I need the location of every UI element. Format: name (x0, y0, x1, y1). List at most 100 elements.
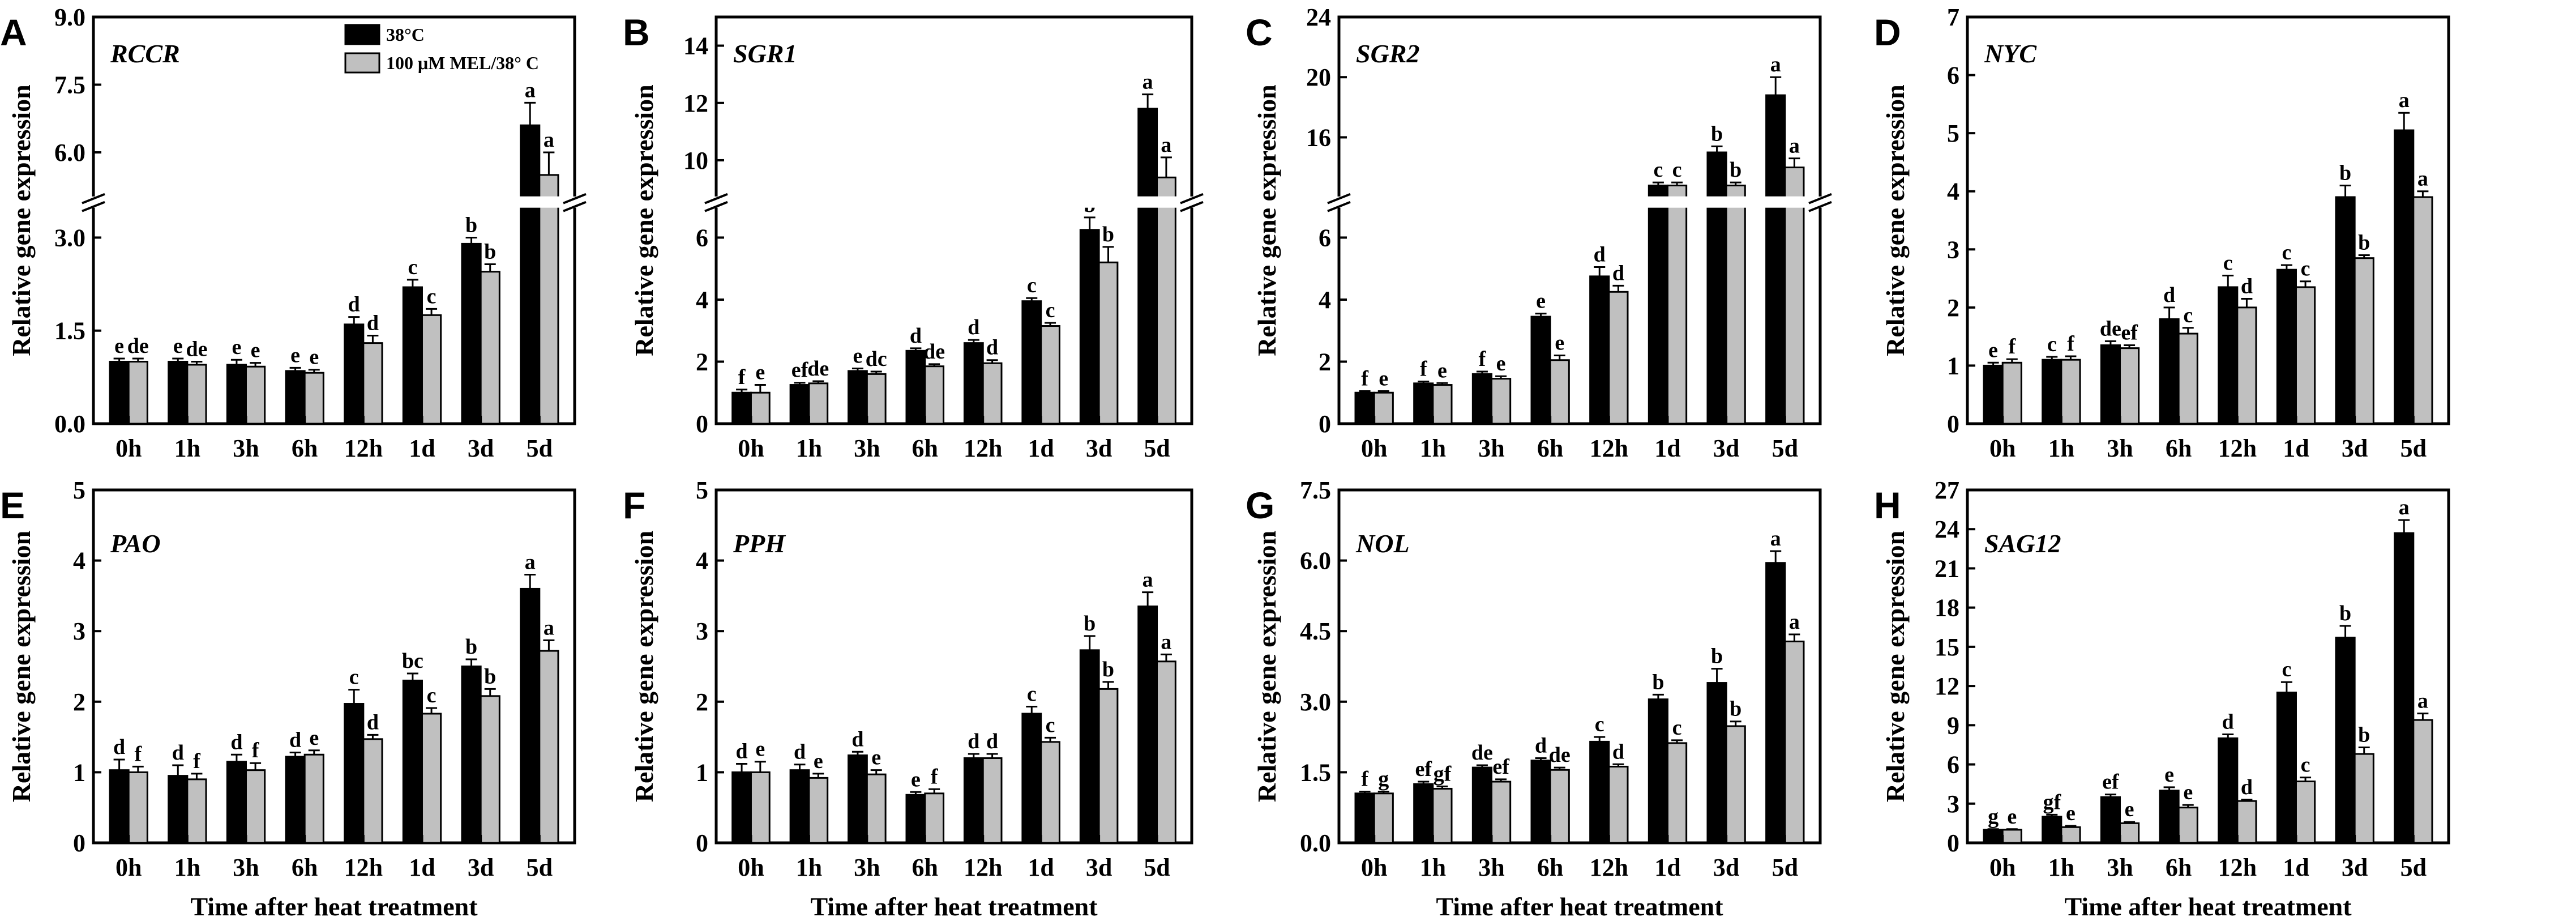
significance-letter: f (1420, 357, 1428, 381)
x-tick-label: 12h (964, 434, 1002, 462)
bar (1983, 829, 2004, 844)
bar (303, 753, 324, 844)
significance-letter: e (814, 749, 823, 773)
x-tick-label: 3h (854, 434, 880, 462)
x-tick-label: 3h (854, 854, 880, 881)
significance-letter: b (2339, 602, 2351, 625)
bar (538, 174, 559, 425)
bar (2412, 719, 2433, 844)
bar (421, 314, 442, 425)
x-tick-label: 3h (2107, 434, 2133, 462)
significance-letter: a (1789, 610, 1800, 634)
bar (2354, 257, 2374, 425)
y-axis-label: Relative gene expression (7, 84, 36, 356)
significance-letter: d (367, 311, 379, 335)
x-tick-label: 12h (1590, 434, 1628, 462)
significance-letter: e (2125, 798, 2134, 821)
bar (1156, 176, 1176, 425)
significance-letter: de (807, 357, 829, 381)
significance-letter: e (1555, 331, 1564, 355)
y-tick-label: 0 (1947, 410, 1959, 438)
significance-letter: d (230, 730, 242, 754)
bar (2335, 196, 2356, 425)
y-tick-label: 7.5 (1300, 476, 1331, 504)
bar (109, 360, 130, 425)
bar (1354, 391, 1375, 425)
y-tick-label: 6.0 (1300, 547, 1331, 575)
significance-letter: b (2358, 231, 2370, 255)
y-tick-label: 12 (683, 89, 708, 117)
y-tick-label: 4 (73, 547, 85, 575)
bar (1666, 742, 1688, 844)
x-tick-label: 12h (344, 434, 383, 462)
bar (1373, 391, 1394, 425)
bar (848, 370, 868, 425)
bar (1137, 606, 1158, 844)
bar (866, 373, 887, 425)
x-tick-label: 3d (468, 854, 494, 881)
significance-letter: b (465, 213, 477, 237)
significance-letter: b (484, 664, 496, 688)
bar (1530, 315, 1551, 425)
panel-letter: F (623, 484, 645, 526)
y-tick-label: 2 (1947, 294, 1959, 322)
y-tick-label: 0 (73, 829, 85, 857)
significance-letter: d (113, 735, 125, 759)
plot-frame (92, 15, 576, 425)
bar (2295, 781, 2316, 844)
axis-break-gap (1329, 196, 1830, 208)
bar (226, 761, 247, 844)
significance-letter: c (1027, 683, 1037, 706)
significance-letter: c (349, 666, 359, 689)
legend-swatch (344, 24, 380, 45)
y-tick-label: 20 (1306, 63, 1331, 91)
significance-letter: c (2183, 304, 2193, 327)
x-tick-label: 12h (2218, 434, 2257, 462)
bar (245, 769, 266, 844)
significance-letter: d (851, 727, 863, 751)
bar (963, 757, 984, 844)
y-tick-label: 2 (73, 688, 85, 716)
significance-letter: c (2223, 251, 2233, 275)
y-tick-label: 1.5 (54, 317, 85, 345)
bar (789, 769, 810, 844)
significance-letter: a (1161, 630, 1171, 654)
significance-letter: f (193, 749, 201, 773)
axis-break-mark (563, 193, 587, 204)
y-axis-label: Relative gene expression (1252, 84, 1281, 356)
significance-letter: c (1672, 716, 1682, 740)
bar (2159, 318, 2180, 425)
x-tick-label: 1h (2048, 434, 2074, 462)
bar (1725, 184, 1746, 425)
x-axis-label: Time after heat treatment (810, 892, 1098, 921)
bar (2001, 829, 2022, 844)
bar (186, 778, 207, 844)
y-axis-label: Relative gene expression (1881, 531, 1910, 803)
y-axis-label: Relative gene expression (1881, 84, 1910, 356)
bar (1021, 300, 1042, 425)
significance-letter: e (2164, 763, 2174, 787)
bar (905, 349, 926, 425)
y-tick-label: 6 (1947, 751, 1959, 779)
bar (982, 362, 1003, 425)
x-tick-label: 3h (2107, 854, 2133, 881)
gene-name: PAO (110, 529, 161, 558)
x-tick-label: 0h (738, 434, 764, 462)
panel-letter: G (1246, 484, 1274, 526)
significance-letter: dc (866, 347, 887, 371)
bar (1530, 760, 1551, 844)
significance-letter: ef (1492, 755, 1510, 779)
bar (2394, 532, 2415, 844)
y-tick-label: 10 (683, 147, 708, 174)
significance-letter: f (1361, 767, 1369, 791)
axis-break-mark (1327, 193, 1351, 204)
x-tick-label: 3d (468, 434, 494, 462)
bar (750, 771, 771, 844)
x-tick-label: 3h (233, 854, 259, 881)
significance-letter: ef (2102, 770, 2120, 794)
significance-letter: d (794, 740, 806, 764)
significance-letter: f (2008, 335, 2016, 359)
bar (226, 364, 247, 425)
